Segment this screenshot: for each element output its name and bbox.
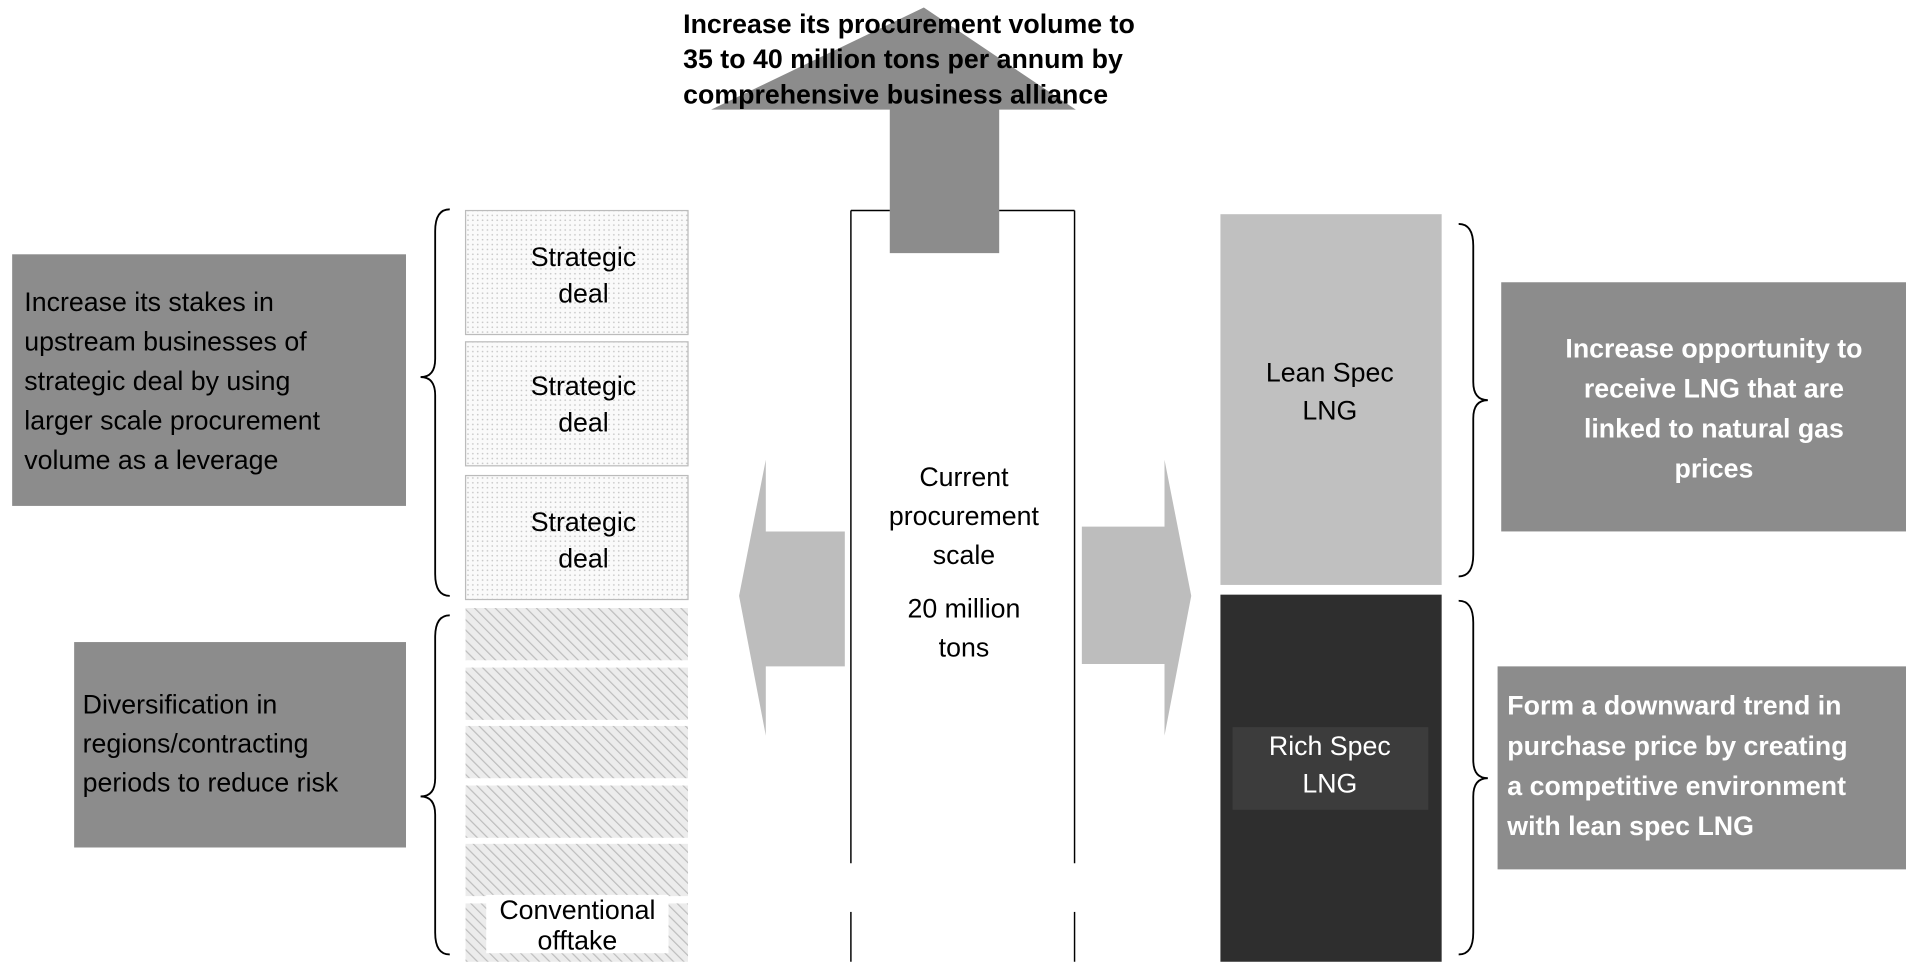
left-arrow: [739, 459, 845, 736]
text-line: LNG: [1302, 395, 1357, 425]
brace: [1458, 222, 1488, 578]
text-line: Form a downward trend in: [1507, 691, 1841, 721]
right-box-text: Increase opportunity to receive LNG that …: [1565, 333, 1862, 483]
text-line: scale: [933, 540, 995, 570]
text-line: larger scale procurement: [24, 406, 320, 436]
text-line: receive LNG that are: [1584, 374, 1844, 404]
text-line: Strategic: [531, 242, 637, 272]
text-line: deal: [558, 408, 609, 438]
text-line: Increase its procurement volume to: [683, 9, 1135, 39]
top-arrow-label: Increase its procurement volume to 35 to …: [683, 9, 1135, 110]
text-line: Increase its stakes in: [24, 287, 274, 317]
left-box: [12, 254, 406, 506]
text-line: periods to reduce risk: [83, 767, 339, 797]
text-line: upstream businesses of: [24, 327, 307, 357]
lean-spec-block: [1220, 214, 1442, 585]
rich-spec-label: Rich Spec LNG: [1269, 731, 1391, 799]
text-line: Rich Spec: [1269, 731, 1391, 761]
lean-spec-label: Lean Spec LNG: [1266, 358, 1394, 426]
text-line: Strategic: [531, 371, 637, 401]
left-box: [74, 642, 406, 848]
text-line: purchase price by creating: [1507, 731, 1847, 761]
text-line: comprehensive business alliance: [683, 79, 1108, 109]
center-label: Current procurement scale: [889, 462, 1040, 570]
text-line: Lean Spec: [1266, 358, 1394, 388]
right-box-text: Form a downward trend in purchase price b…: [1506, 691, 1847, 841]
text-line: procurement: [889, 501, 1040, 531]
center-column: [850, 209, 1076, 962]
text-line: offtake: [538, 925, 618, 955]
strategic-boxes: [464, 209, 689, 601]
right-box: [1497, 666, 1906, 870]
text-line: Diversification in: [83, 690, 278, 720]
right-box: [1501, 282, 1906, 532]
text-line: a competitive environment: [1507, 771, 1846, 801]
text-line: prices: [1675, 454, 1754, 484]
brace: [420, 614, 450, 956]
text-line: Conventional: [499, 895, 655, 925]
left-box-text: Increase its stakes in upstream businesse…: [24, 287, 320, 475]
text-line: strategic deal by using: [24, 366, 290, 396]
rich-spec-label-bg: [1232, 727, 1429, 810]
text-line: 20 million: [907, 594, 1020, 624]
text-line: with lean spec LNG: [1506, 811, 1754, 841]
text-line: tons: [939, 632, 990, 662]
strategic-deal-label: Strategic deal: [531, 242, 637, 308]
text-line: Current: [919, 462, 1009, 492]
right-arrow: [1081, 459, 1192, 736]
strategic-deal-label: Strategic deal: [531, 371, 637, 437]
brace: [420, 208, 450, 597]
brace: [1458, 599, 1488, 956]
text-line: regions/contracting: [83, 728, 309, 758]
text-line: Strategic: [531, 507, 637, 537]
text-line: Increase opportunity to: [1565, 333, 1862, 363]
text-line: linked to natural gas: [1584, 414, 1844, 444]
text-line: deal: [558, 544, 609, 574]
text-line: LNG: [1302, 769, 1357, 799]
center-amount: 20 million tons: [907, 594, 1020, 663]
strategic-deal-label: Strategic deal: [531, 507, 637, 573]
top-arrow: [711, 7, 1076, 254]
conventional-label-bg: [486, 894, 669, 954]
text-line: deal: [558, 279, 609, 309]
conventional-label: Conventional offtake: [499, 895, 655, 955]
text-line: 35 to 40 million tons per annum by: [683, 44, 1123, 74]
left-box-text: Diversification in regions/contracting per…: [83, 690, 339, 798]
text-line: volume as a leverage: [24, 445, 278, 475]
